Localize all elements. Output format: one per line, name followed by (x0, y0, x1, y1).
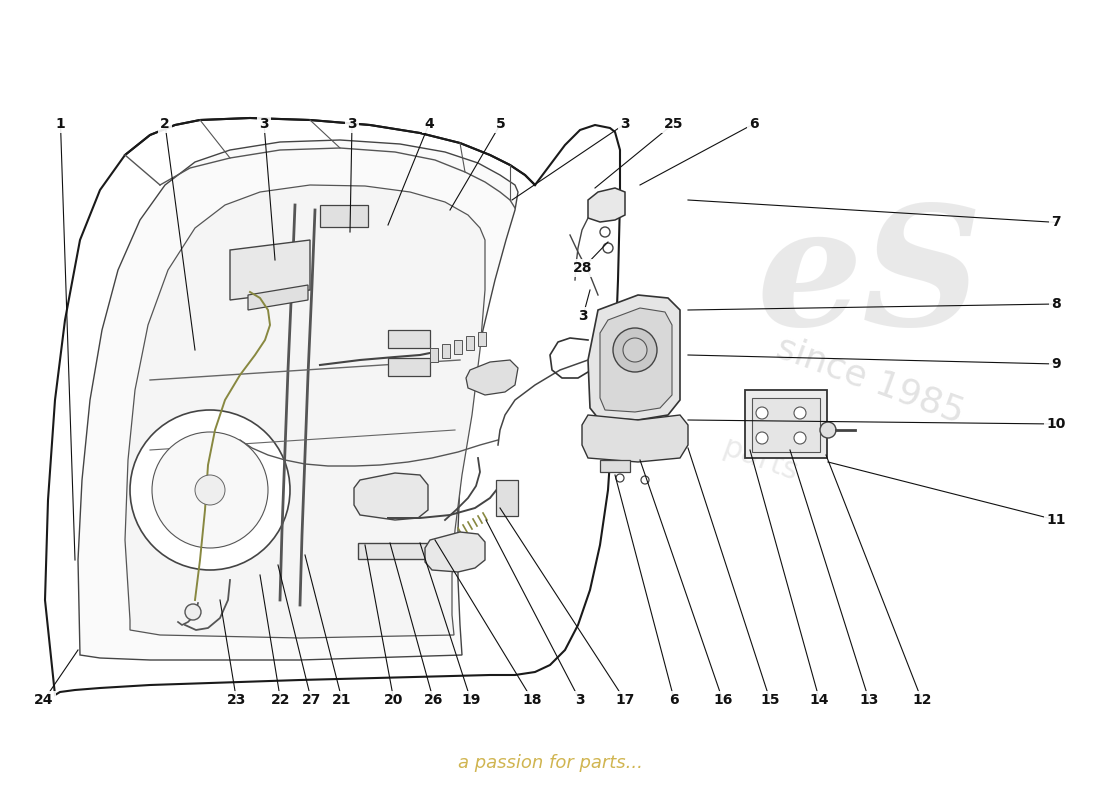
Bar (496, 480, 518, 516)
Bar (478, 332, 486, 346)
Bar (388, 330, 430, 348)
Text: 28: 28 (573, 261, 593, 275)
Bar (358, 543, 463, 559)
Text: 13: 13 (859, 693, 879, 707)
Bar (320, 205, 368, 227)
Bar (600, 460, 630, 472)
Text: 9: 9 (1052, 357, 1060, 371)
Circle shape (152, 432, 268, 548)
Text: 1: 1 (56, 117, 65, 131)
Text: 6: 6 (749, 117, 758, 131)
Text: 8: 8 (1052, 297, 1060, 311)
Circle shape (613, 328, 657, 372)
Circle shape (185, 604, 201, 620)
Text: 3: 3 (579, 309, 587, 323)
Text: 3: 3 (620, 117, 629, 131)
Circle shape (756, 432, 768, 444)
Circle shape (130, 410, 290, 570)
Polygon shape (600, 308, 672, 412)
Text: 21: 21 (332, 693, 352, 707)
Text: a passion for parts...: a passion for parts... (458, 754, 642, 772)
Circle shape (794, 407, 806, 419)
Text: 20: 20 (384, 693, 404, 707)
Text: 23: 23 (227, 693, 246, 707)
Bar (442, 344, 450, 358)
Polygon shape (78, 140, 518, 660)
Text: 3: 3 (260, 117, 268, 131)
Circle shape (641, 476, 649, 484)
Circle shape (623, 338, 647, 362)
Polygon shape (588, 188, 625, 222)
Text: 22: 22 (271, 693, 290, 707)
Text: 11: 11 (1046, 513, 1066, 527)
Text: 3: 3 (348, 117, 356, 131)
Polygon shape (248, 285, 308, 310)
Text: 5: 5 (496, 117, 505, 131)
Circle shape (603, 243, 613, 253)
Text: 16: 16 (713, 693, 733, 707)
Polygon shape (45, 118, 620, 695)
Text: since 1985: since 1985 (771, 330, 968, 430)
Circle shape (820, 422, 836, 438)
Text: 18: 18 (522, 693, 542, 707)
Circle shape (195, 475, 226, 505)
Bar (388, 358, 430, 376)
Circle shape (794, 432, 806, 444)
Polygon shape (588, 295, 680, 420)
Polygon shape (425, 532, 485, 572)
Text: 4: 4 (425, 117, 433, 131)
Polygon shape (354, 473, 428, 520)
Text: 15: 15 (760, 693, 780, 707)
Bar (752, 398, 820, 452)
Text: eS: eS (757, 199, 983, 361)
Polygon shape (230, 240, 310, 300)
Bar (454, 340, 462, 354)
Text: 24: 24 (34, 693, 54, 707)
Text: 2: 2 (161, 117, 169, 131)
Polygon shape (466, 360, 518, 395)
Text: 10: 10 (1046, 417, 1066, 431)
Bar (745, 390, 827, 458)
Bar (430, 348, 438, 362)
Polygon shape (582, 415, 688, 462)
Text: 6: 6 (670, 693, 679, 707)
Text: 12: 12 (912, 693, 932, 707)
Circle shape (600, 227, 610, 237)
Circle shape (756, 407, 768, 419)
Polygon shape (125, 185, 485, 638)
Bar (466, 336, 474, 350)
Text: 7: 7 (1052, 215, 1060, 230)
Text: 14: 14 (810, 693, 829, 707)
Text: 3: 3 (575, 693, 584, 707)
Circle shape (616, 474, 624, 482)
Text: parts: parts (718, 433, 802, 487)
Text: 17: 17 (615, 693, 635, 707)
Text: 26: 26 (424, 693, 443, 707)
Text: 27: 27 (301, 693, 321, 707)
Text: 25: 25 (663, 117, 683, 131)
Text: 19: 19 (461, 693, 481, 707)
